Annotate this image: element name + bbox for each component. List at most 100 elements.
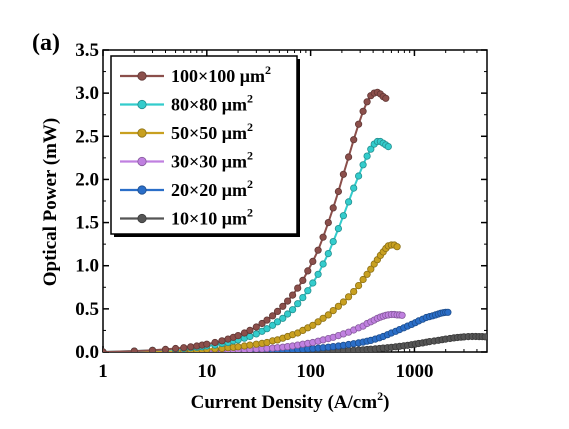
legend-label-sup: 2 [247, 120, 253, 134]
y-tick-label: 3.0 [75, 83, 99, 104]
legend-label: 80×80 μm2 [171, 92, 253, 115]
data-point [319, 260, 327, 268]
data-point [252, 323, 260, 331]
legend-marker [137, 156, 147, 167]
legend-box [110, 55, 298, 235]
data-point [367, 265, 375, 273]
data-point [130, 347, 138, 352]
legend-label-text: 80×80 μm [171, 95, 247, 115]
legend-marker [137, 213, 147, 224]
data-point [263, 325, 271, 333]
x-axis-label-sup: 2 [377, 389, 383, 403]
legend-label: 10×10 μm2 [171, 206, 253, 229]
data-point [268, 321, 277, 329]
data-point [363, 152, 371, 160]
legend-label-sup: 2 [247, 149, 253, 163]
data-point [398, 311, 406, 319]
data-point [359, 275, 367, 284]
data-point [319, 314, 327, 322]
data-point [339, 298, 347, 306]
y-tick-label: 2.5 [75, 126, 99, 147]
legend-label: 20×20 μm2 [171, 177, 253, 200]
data-point [263, 316, 271, 324]
x-axis-label: Current Density (A/cm2) [191, 389, 390, 413]
legend-label-sup: 2 [247, 206, 253, 220]
x-axis-label-close: ) [383, 392, 389, 413]
y-tick-label: 1.0 [75, 256, 99, 277]
panel-label: (a) [32, 30, 60, 56]
data-point [203, 340, 211, 348]
data-point [234, 343, 242, 351]
data-point [344, 293, 353, 301]
data-point [161, 345, 170, 352]
y-axis-label: Optical Power (mW) [40, 118, 61, 287]
data-point [350, 287, 358, 296]
data-point [283, 310, 292, 318]
data-point [481, 333, 487, 341]
legend-label-sup: 2 [265, 63, 271, 77]
data-point [103, 348, 107, 352]
data-point [344, 153, 353, 161]
data-point [329, 306, 337, 315]
x-tick-label: 10 [197, 361, 216, 382]
data-point [148, 346, 157, 352]
data-point [339, 170, 347, 178]
data-point [382, 94, 390, 102]
legend-marker [137, 71, 147, 81]
legend-marker [137, 128, 147, 138]
legend-label-sup: 2 [247, 177, 253, 191]
data-point [234, 331, 242, 340]
data-point [350, 184, 358, 192]
data-point [324, 219, 332, 227]
data-point [279, 302, 287, 310]
data-point [294, 300, 302, 308]
x-tick-label: 100 [296, 361, 325, 382]
data-point [363, 98, 371, 106]
data-point [309, 279, 317, 287]
data-point [246, 326, 254, 334]
data-point [172, 344, 180, 352]
data-point [329, 204, 337, 212]
data-point [180, 344, 188, 352]
data-point [279, 314, 287, 322]
x-axis-label-main: Current Density (A/cm [191, 392, 378, 413]
y-tick-label: 3.5 [75, 40, 99, 61]
data-point [218, 337, 226, 345]
data-point [299, 293, 307, 302]
legend-entry: 50×50 μm2 [120, 120, 253, 143]
y-tick-label: 1.5 [75, 213, 99, 234]
legend-marker [137, 99, 147, 110]
legend-entry: 80×80 μm2 [120, 92, 253, 115]
data-point [350, 136, 358, 144]
data-point [187, 343, 195, 351]
data-point [314, 318, 322, 326]
data-point [273, 318, 282, 326]
data-point [299, 276, 307, 284]
data-point [273, 307, 282, 315]
y-tick-label: 0.5 [75, 299, 99, 320]
data-point [334, 187, 342, 196]
legend-label-text: 50×50 μm [171, 123, 247, 143]
legend-label: 100×100 μm2 [171, 63, 271, 86]
data-point [329, 238, 337, 246]
legend-entry: 30×30 μm2 [120, 149, 253, 172]
legend-entry: 10×10 μm2 [120, 206, 253, 229]
legend-marker [137, 185, 147, 195]
legend-entry: 20×20 μm2 [120, 177, 253, 200]
data-point [324, 250, 332, 258]
data-point [309, 257, 317, 265]
y-tick-label: 0.0 [75, 342, 99, 363]
legend-label-sup: 2 [247, 92, 253, 106]
y-tick-label: 2.0 [75, 169, 99, 190]
series-group [103, 88, 390, 352]
data-point [367, 145, 375, 153]
data-point [354, 120, 363, 128]
data-point [393, 243, 401, 251]
data-point [444, 308, 452, 316]
data-point [258, 319, 266, 328]
data-point [304, 267, 312, 275]
legend-entry: 100×100 μm2 [120, 63, 271, 86]
